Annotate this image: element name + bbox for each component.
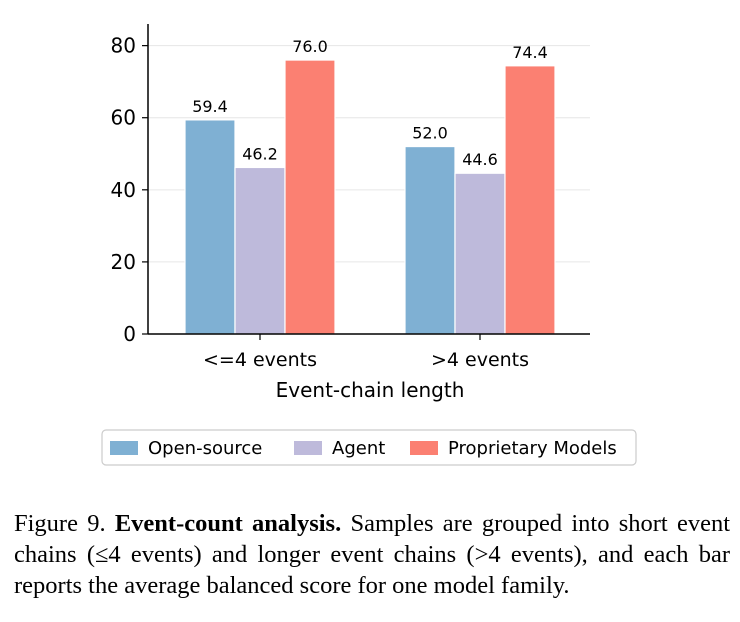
x-axis-label: Event-chain length	[276, 378, 465, 402]
figure-caption: Figure 9. Event-count analysis. Samples …	[14, 508, 730, 601]
figure-label: Figure 9.	[14, 510, 106, 537]
bar-value-labels: 59.4 46.2 76.0 52.0 44.6 74.4	[192, 37, 548, 169]
bar-value-label: 59.4	[192, 97, 228, 116]
bar-value-label: 76.0	[292, 37, 328, 56]
bars	[184, 59, 556, 335]
bar-proprietary-models	[504, 65, 556, 335]
bar-open-source	[404, 145, 456, 335]
axes: 0 20 40 60 80 <=4 events >4 events	[111, 24, 590, 371]
y-tick-label: 20	[111, 250, 136, 274]
bar-proprietary-models	[284, 59, 336, 335]
legend-swatch	[294, 441, 322, 455]
figure-bold-title: Event-count analysis.	[114, 510, 342, 537]
bar-value-label: 74.4	[512, 43, 548, 62]
y-tick-label: 0	[123, 322, 136, 346]
y-tick-label: 60	[111, 106, 136, 130]
y-tick-label: 40	[111, 178, 136, 202]
bar-value-label: 44.6	[462, 150, 498, 169]
bar-value-label: 46.2	[242, 144, 278, 163]
bar-agent	[234, 166, 286, 335]
bar-open-source	[184, 119, 236, 335]
legend-swatch	[410, 441, 438, 455]
legend: Open-source Agent Proprietary Models	[101, 429, 637, 466]
legend-label: Agent	[332, 438, 385, 459]
x-tick-label: <=4 events	[203, 349, 317, 371]
figure-caption-text: Samples are grouped into short event cha…	[14, 510, 731, 599]
x-tick-label: >4 events	[431, 349, 529, 371]
bar-agent	[454, 172, 506, 335]
bar-value-label: 52.0	[412, 124, 448, 143]
legend-label: Open-source	[148, 438, 262, 459]
legend-label: Proprietary Models	[448, 438, 617, 459]
legend-box	[101, 429, 637, 466]
bar-chart: 59.4 46.2 76.0 52.0 44.6 74.4 0 20 40 60 80 <=4 ev…	[101, 24, 637, 466]
legend-swatch	[110, 441, 138, 455]
y-tick-label: 80	[111, 34, 136, 58]
